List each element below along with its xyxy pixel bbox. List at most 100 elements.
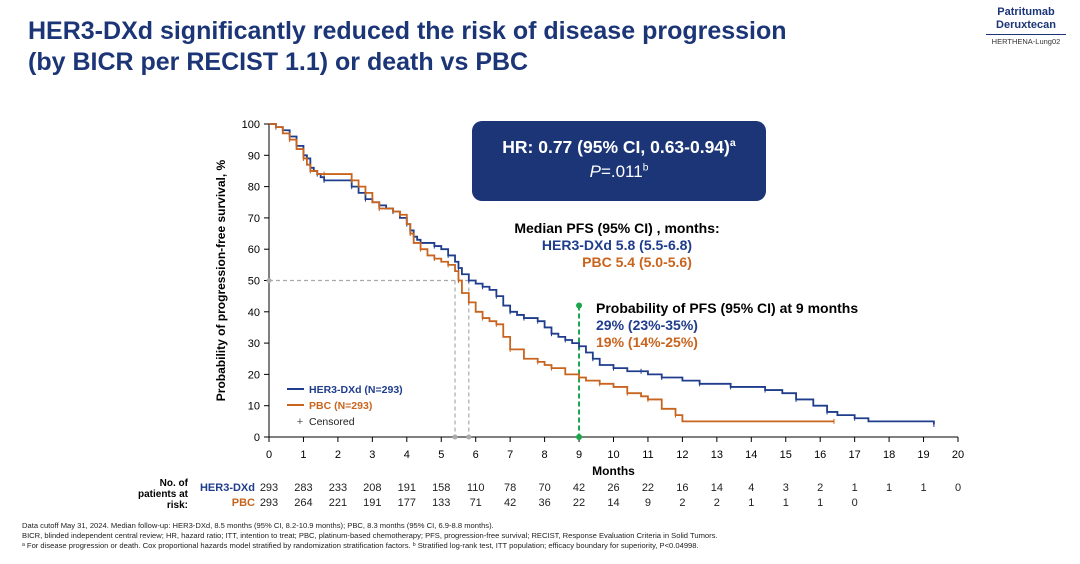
x-axis-label: Months	[592, 464, 635, 478]
brand-line-2: Deruxtecan	[996, 19, 1056, 31]
risk-value-pbc: 191	[363, 497, 381, 509]
risk-value-her3: 0	[955, 482, 961, 494]
risk-value-pbc: 36	[538, 497, 550, 509]
risk-value-her3: 1	[852, 482, 858, 494]
brand-divider	[986, 34, 1066, 35]
y-tick-label: 70	[248, 213, 260, 225]
footnote-1: Data cutoff May 31, 2024. Median follow-…	[22, 521, 494, 530]
risk-value-her3: 4	[748, 482, 754, 494]
median-guide-dot	[266, 278, 272, 283]
x-tick-label: 14	[745, 449, 757, 461]
y-tick-label: 0	[254, 432, 260, 444]
hr-sup: a	[729, 137, 736, 150]
risk-value-her3: 78	[504, 482, 516, 494]
footnote-2: BICR, blinded independent central review…	[22, 531, 718, 540]
risk-value-pbc: 42	[504, 497, 516, 509]
risk-value-her3: 14	[711, 482, 723, 494]
legend-censored-symbol: +	[297, 416, 303, 428]
prob-pbc: 19% (14%-25%)	[596, 334, 698, 350]
y-tick-label: 60	[248, 244, 260, 256]
prob-her3: 29% (23%-35%)	[596, 317, 698, 333]
page-title: HER3-DXd significantly reduced the risk …	[28, 16, 908, 78]
risk-value-pbc: 133	[432, 497, 450, 509]
y-tick-label: 20	[248, 369, 260, 381]
y-tick-label: 10	[248, 401, 260, 413]
landmark-dot	[576, 302, 583, 309]
risk-value-pbc: 9	[645, 497, 651, 509]
x-tick-label: 2	[335, 449, 341, 461]
risk-row-label-pbc: PBC	[232, 497, 255, 509]
risk-value-her3: 26	[607, 482, 619, 494]
x-tick-label: 6	[473, 449, 479, 461]
risk-value-her3: 233	[329, 482, 347, 494]
x-tick-label: 1	[300, 449, 306, 461]
x-tick-label: 18	[883, 449, 895, 461]
y-tick-label: 30	[248, 338, 260, 350]
p-label: P	[589, 162, 601, 181]
x-tick-label: 10	[607, 449, 619, 461]
risk-value-pbc: 2	[679, 497, 685, 509]
landmark-dot	[576, 434, 583, 440]
risk-header-1: No. of	[160, 478, 189, 489]
risk-value-pbc: 2	[714, 497, 720, 509]
p-sup: b	[642, 162, 649, 174]
y-tick-label: 100	[242, 119, 260, 131]
risk-value-pbc: 71	[470, 497, 482, 509]
x-tick-label: 7	[507, 449, 513, 461]
x-tick-label: 3	[369, 449, 375, 461]
risk-value-her3: 208	[363, 482, 381, 494]
legend-censored-label: Censored	[309, 416, 355, 428]
km-curve-pbc	[269, 123, 834, 423]
median-title: Median PFS (95% CI) , months:	[514, 220, 719, 236]
prob-title: Probability of PFS (95% CI) at 9 months	[596, 300, 858, 316]
risk-value-pbc: 264	[294, 497, 312, 509]
risk-header-3: risk:	[167, 500, 188, 511]
risk-value-her3: 42	[573, 482, 585, 494]
y-tick-label: 90	[248, 150, 260, 162]
brand-line-1: Patritumab	[997, 6, 1055, 18]
risk-value-pbc: 1	[748, 497, 754, 509]
x-tick-label: 13	[711, 449, 723, 461]
y-tick-label: 80	[248, 182, 260, 194]
brand-line-3: HERTHENA-Lung02	[991, 37, 1061, 46]
legend-label-her3: HER3-DXd (N=293)	[309, 384, 403, 396]
p-value: =.011	[600, 162, 643, 181]
risk-value-pbc: 1	[817, 497, 823, 509]
x-tick-label: 19	[917, 449, 929, 461]
risk-value-her3: 2	[817, 482, 823, 494]
hazard-ratio-box: HR: 0.77 (95% CI, 0.63-0.94)a P=.011b	[472, 121, 766, 201]
x-tick-label: 9	[576, 449, 582, 461]
risk-value-pbc: 177	[398, 497, 416, 509]
risk-value-pbc: 22	[573, 497, 585, 509]
risk-value-her3: 293	[260, 482, 278, 494]
risk-value-her3: 110	[467, 482, 485, 494]
risk-value-pbc: 221	[329, 497, 347, 509]
risk-row-label-her3: HER3-DXd	[200, 482, 255, 494]
risk-value-her3: 1	[886, 482, 892, 494]
risk-value-pbc: 14	[607, 497, 619, 509]
x-tick-label: 16	[814, 449, 826, 461]
y-axis-label: Probability of progression-free survival…	[214, 159, 228, 401]
median-guide-dot	[466, 434, 472, 440]
risk-value-her3: 3	[783, 482, 789, 494]
x-tick-label: 4	[404, 449, 410, 461]
x-tick-label: 15	[780, 449, 792, 461]
y-tick-label: 40	[248, 307, 260, 319]
y-tick-label: 50	[248, 276, 260, 288]
risk-value-pbc: 1	[783, 497, 789, 509]
footnotes: Data cutoff May 31, 2024. Median follow-…	[22, 521, 1062, 551]
x-tick-label: 20	[952, 449, 964, 461]
risk-value-pbc: 293	[260, 497, 278, 509]
x-tick-label: 17	[849, 449, 861, 461]
risk-value-her3: 158	[432, 482, 450, 494]
title-line-1: HER3-DXd significantly reduced the risk …	[28, 17, 787, 45]
risk-value-pbc: 0	[852, 497, 858, 509]
x-tick-label: 0	[266, 449, 272, 461]
risk-value-her3: 16	[676, 482, 688, 494]
brand-logo: Patritumab Deruxtecan HERTHENA-Lung02	[982, 6, 1070, 46]
risk-value-her3: 283	[294, 482, 312, 494]
median-pbc: PBC 5.4 (5.0-5.6)	[582, 254, 692, 270]
risk-value-her3: 22	[642, 482, 654, 494]
risk-value-her3: 70	[538, 482, 550, 494]
